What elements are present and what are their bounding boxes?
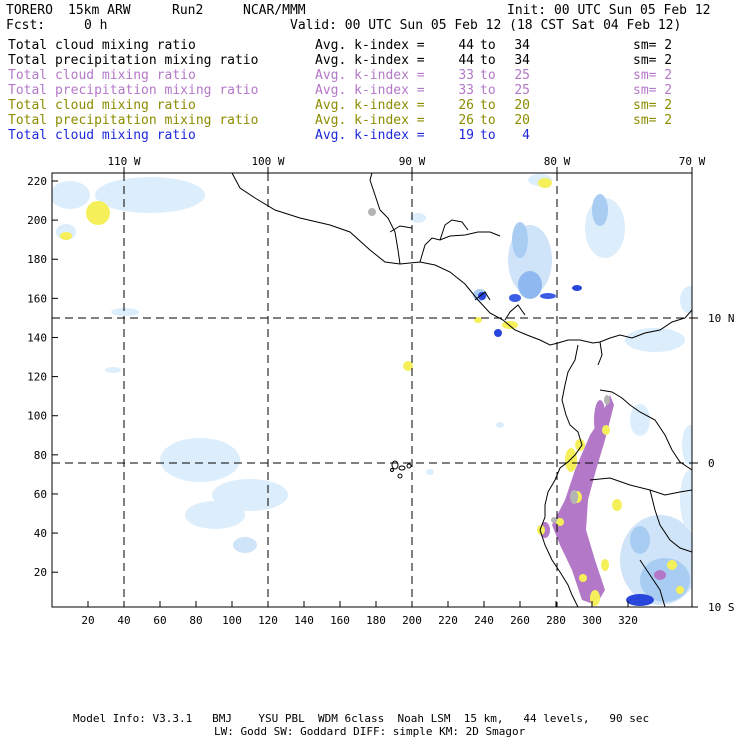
org-label: NCAR/MMM: [243, 3, 306, 18]
y-tick-label: 180: [27, 253, 47, 266]
x-tick-label: 40: [117, 614, 130, 627]
longitude-label: 70 W: [679, 155, 706, 168]
y-tick-label: 200: [27, 214, 47, 227]
fcst-value: 0 h: [84, 18, 108, 33]
legend-label: Total cloud mixing ratio: [8, 68, 196, 83]
galapagos-islands: [390, 460, 412, 479]
longitude-labels: 110 W 100 W 90 W 80 W 70 W: [107, 155, 706, 173]
model-name: TORERO: [6, 3, 53, 18]
y-tick-label: 100: [27, 410, 47, 423]
x-tick-label: 240: [474, 614, 494, 627]
longitude-label: 100 W: [251, 155, 284, 168]
legend-label: Total precipitation mixing ratio: [8, 113, 259, 128]
legend-kindex-low: 34: [514, 38, 530, 53]
valid-time: Valid: 00 UTC Sun 05 Feb 12 (18 CST Sat …: [290, 18, 682, 33]
legend-kindex-label: Avg. k-index =: [315, 38, 425, 53]
x-tick-label: 120: [258, 614, 278, 627]
x-tick-label: 60: [153, 614, 166, 627]
legend-kindex-to: to: [480, 83, 496, 98]
y-tick-label: 220: [27, 175, 47, 188]
plot-frame: [51, 172, 693, 608]
legend-kindex-label: Avg. k-index =: [315, 98, 425, 113]
legend-label: Total cloud mixing ratio: [8, 128, 196, 143]
latitude-label: 10 S: [708, 601, 735, 614]
legend-kindex-high: 26: [458, 98, 474, 113]
y-tick-label: 40: [34, 527, 47, 540]
x-axis: 20 40 60 80 100 120 140 160 180 200 220 240 260 280 30…: [81, 601, 638, 627]
legend-smoothing: sm= 2: [633, 113, 673, 128]
physics-info: LW: Godd SW: Goddard DIFF: simple KM: 2D…: [214, 725, 526, 738]
legend-kindex-to: to: [480, 98, 496, 113]
y-tick-label: 140: [27, 331, 47, 344]
legend-kindex-high: 33: [458, 68, 474, 83]
legend-kindex-label: Avg. k-index =: [315, 53, 425, 68]
y-tick-label: 20: [34, 566, 47, 579]
legend-kindex-to: to: [480, 68, 496, 83]
legend-kindex-to: to: [480, 38, 496, 53]
x-tick-label: 200: [402, 614, 422, 627]
x-tick-label: 160: [330, 614, 350, 627]
legend-kindex-low: 34: [514, 53, 530, 68]
legend-kindex-to: to: [480, 128, 496, 143]
coastlines: [231, 173, 692, 607]
legend-kindex-high: 44: [458, 53, 474, 68]
legend-label: Total cloud mixing ratio: [8, 38, 196, 53]
y-tick-label: 80: [34, 449, 47, 462]
legend-smoothing: sm= 2: [633, 68, 673, 83]
init-time: Init: 00 UTC Sun 05 Feb 12: [507, 3, 711, 18]
legend-kindex-low: 4: [522, 128, 530, 143]
fcst-label: Fcst:: [6, 18, 46, 33]
x-tick-label: 220: [438, 614, 458, 627]
x-tick-label: 260: [510, 614, 530, 627]
x-tick-label: 320: [618, 614, 638, 627]
legend-kindex-low: 20: [514, 98, 530, 113]
legend-kindex-low: 25: [514, 83, 530, 98]
x-tick-label: 280: [546, 614, 566, 627]
model-resolution: 15km ARW: [68, 3, 131, 18]
longitude-label: 110 W: [107, 155, 140, 168]
legend-kindex-high: 19: [458, 128, 474, 143]
legend-kindex-label: Avg. k-index =: [315, 128, 425, 143]
latitude-label: 0: [708, 457, 715, 470]
legend-kindex-label: Avg. k-index =: [315, 68, 425, 83]
field-gray: [368, 208, 610, 523]
plot-area: [52, 173, 692, 607]
y-tick-label: 60: [34, 488, 47, 501]
legend-label: Total precipitation mixing ratio: [8, 83, 259, 98]
legend-label: Total precipitation mixing ratio: [8, 53, 259, 68]
x-tick-label: 100: [222, 614, 242, 627]
legend-label: Total cloud mixing ratio: [8, 98, 196, 113]
cloud-field-dark: [478, 285, 654, 606]
latitude-labels: 10 N 0 10 S: [692, 312, 735, 614]
legend-kindex-to: to: [480, 53, 496, 68]
model-info: Model Info: V3.3.1 BMJ YSU PBL WDM 6clas…: [73, 712, 650, 725]
legend-kindex-label: Avg. k-index =: [315, 83, 425, 98]
longitude-label: 80 W: [544, 155, 571, 168]
x-tick-label: 140: [294, 614, 314, 627]
legend-smoothing: sm= 2: [633, 83, 673, 98]
cloud-field-light: [52, 174, 692, 605]
legend-kindex-high: 26: [458, 113, 474, 128]
latitude-label: 10 N: [708, 312, 735, 325]
legend-kindex-high: 44: [458, 38, 474, 53]
legend-kindex-high: 33: [458, 83, 474, 98]
run-label: Run2: [172, 3, 204, 18]
x-tick-label: 80: [189, 614, 202, 627]
legend-kindex-label: Avg. k-index =: [315, 113, 425, 128]
x-tick-label: 20: [81, 614, 94, 627]
legend-kindex-low: 25: [514, 68, 530, 83]
y-axis: 220 200 180 160 140 120 100 80 60 40 20: [27, 175, 58, 579]
legend-smoothing: sm= 2: [633, 98, 673, 113]
legend-kindex-low: 20: [514, 113, 530, 128]
y-tick-label: 120: [27, 371, 47, 384]
x-tick-label: 180: [366, 614, 386, 627]
longitude-label: 90 W: [399, 155, 426, 168]
legend-smoothing: sm= 2: [633, 38, 673, 53]
legend-smoothing: sm= 2: [633, 53, 673, 68]
legend-kindex-to: to: [480, 113, 496, 128]
y-tick-label: 160: [27, 292, 47, 305]
graticule: [52, 173, 692, 607]
x-tick-label: 300: [582, 614, 602, 627]
